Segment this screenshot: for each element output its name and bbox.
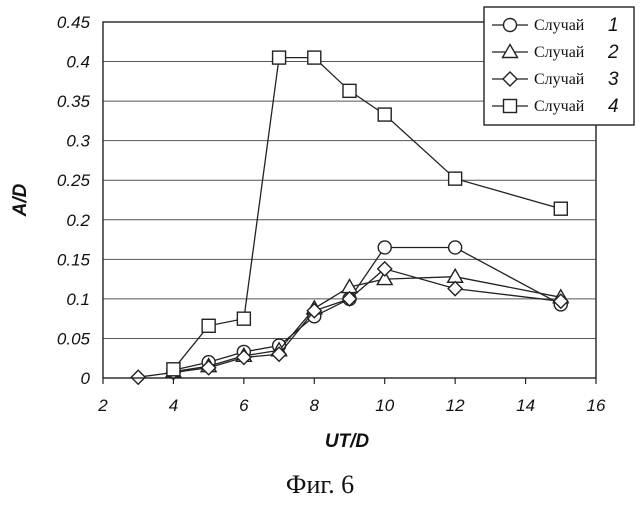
- figure-caption: Фиг. 6: [0, 470, 640, 500]
- y-tick-label: 0.05: [57, 329, 91, 348]
- x-tick-label: 12: [446, 396, 465, 415]
- series-4-point: [167, 363, 180, 376]
- y-tick-label: 0.35: [57, 92, 91, 111]
- x-tick-label: 6: [239, 396, 249, 415]
- y-tick-label: 0.3: [66, 132, 90, 151]
- y-tick-label: 0.1: [66, 290, 90, 309]
- series-3-point: [448, 282, 462, 296]
- y-tick-label: 0.25: [57, 171, 91, 190]
- series-1-point: [378, 241, 391, 254]
- legend-marker-4: [504, 100, 517, 113]
- x-tick-label: 14: [516, 396, 535, 415]
- legend-number-1: 1: [608, 15, 619, 36]
- series-1-point: [449, 241, 462, 254]
- chart: 0 0.05 0.1 0.15 0.2 0.25 0.3 0.35 0.4 0.45 2 4 6 8 10 1…: [0, 0, 640, 465]
- y-tick-label: 0.15: [57, 250, 91, 269]
- series-4-point: [554, 202, 567, 215]
- y-axis-title: A/D: [10, 183, 31, 217]
- y-tick-label: 0: [81, 369, 91, 388]
- x-tick-label: 10: [375, 396, 394, 415]
- x-tick-label: 2: [97, 396, 108, 415]
- legend-label-4: Случай: [534, 98, 585, 115]
- legend-label-2: Случай: [534, 44, 585, 61]
- legend-label-3: Случай: [534, 71, 585, 88]
- legend-marker-1: [504, 19, 517, 32]
- x-tick-label: 4: [169, 396, 178, 415]
- series-2-point: [448, 269, 463, 282]
- x-axis-title: UT/D: [325, 431, 370, 452]
- series-1-line: [173, 248, 560, 371]
- y-tick-label: 0.4: [66, 53, 90, 72]
- series-3-point: [131, 370, 145, 384]
- y-tick-label: 0.45: [57, 13, 91, 32]
- series-1: [167, 241, 567, 377]
- series-4-point: [343, 84, 356, 97]
- series-2: [166, 269, 568, 377]
- legend: Случай 1 Случай 2 Случай 3 Случай 4: [484, 7, 634, 125]
- series-4-point: [273, 51, 286, 64]
- legend-number-2: 2: [607, 42, 619, 63]
- x-tick-label: 16: [587, 396, 606, 415]
- legend-label-1: Случай: [534, 17, 585, 34]
- series-4-point: [237, 312, 250, 325]
- series-2-line: [173, 277, 560, 372]
- series-4-point: [308, 51, 321, 64]
- x-tick-label: 8: [310, 396, 320, 415]
- legend-number-4: 4: [608, 96, 619, 117]
- series-4-point: [449, 172, 462, 185]
- series-4-point: [378, 108, 391, 121]
- series-4-point: [202, 319, 215, 332]
- y-tick-label: 0.2: [66, 211, 90, 230]
- legend-number-3: 3: [608, 69, 619, 90]
